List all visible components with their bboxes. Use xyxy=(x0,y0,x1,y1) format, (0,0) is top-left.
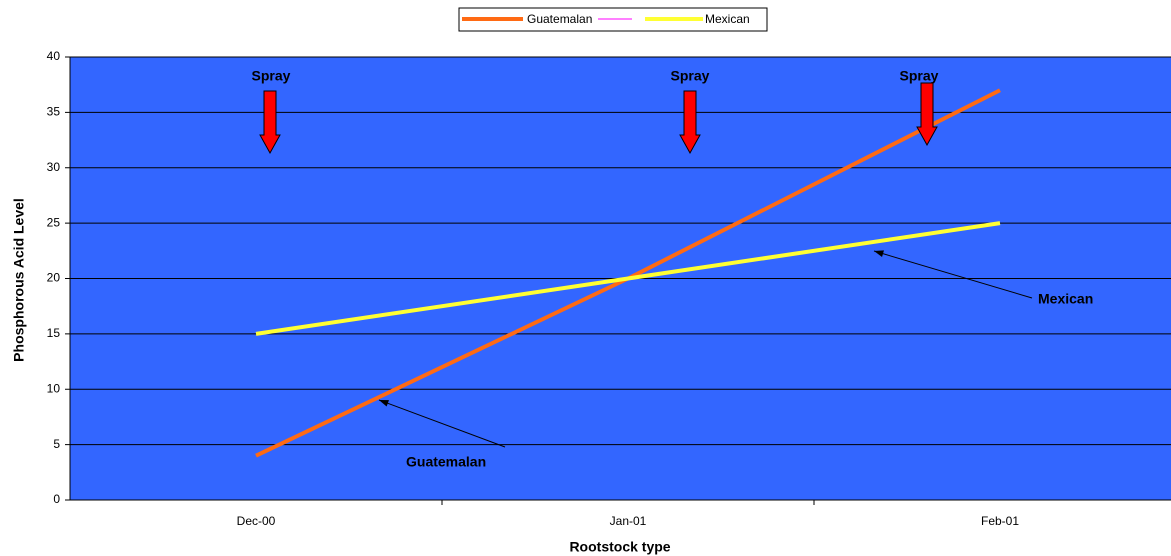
annotation: Spray xyxy=(252,68,291,84)
y-tick-label: 30 xyxy=(47,160,61,174)
y-tick-label: 40 xyxy=(47,49,61,63)
legend-label: Guatemalan xyxy=(527,12,592,26)
x-axis-title: Rootstock type xyxy=(569,539,670,555)
annotation: Guatemalan xyxy=(406,454,486,470)
spray-arrow xyxy=(259,90,281,155)
y-tick-label: 15 xyxy=(47,326,61,340)
x-tick-label: Jan-01 xyxy=(610,514,647,528)
y-tick-label: 20 xyxy=(47,271,61,285)
annotation: Mexican xyxy=(1038,291,1093,307)
callout-line xyxy=(378,399,506,448)
annotation: Spray xyxy=(671,68,710,84)
spray-arrow xyxy=(679,90,701,155)
legend-label: Mexican xyxy=(705,12,750,26)
y-tick-label: 5 xyxy=(53,437,60,451)
series-line xyxy=(255,221,1001,336)
y-tick-label: 35 xyxy=(47,105,61,119)
callout-head xyxy=(379,400,389,407)
y-tick-label: 25 xyxy=(47,215,61,229)
x-tick-label: Dec-00 xyxy=(237,514,276,528)
y-tick-label: 0 xyxy=(53,492,60,506)
y-axis-title: Phosphorous Acid Level xyxy=(11,198,27,362)
annotation: Spray xyxy=(900,68,939,84)
spray-arrow xyxy=(916,82,938,147)
callout-head xyxy=(874,250,884,257)
callout-line xyxy=(873,250,1033,299)
y-tick-label: 10 xyxy=(47,381,61,395)
x-tick-label: Feb-01 xyxy=(981,514,1019,528)
